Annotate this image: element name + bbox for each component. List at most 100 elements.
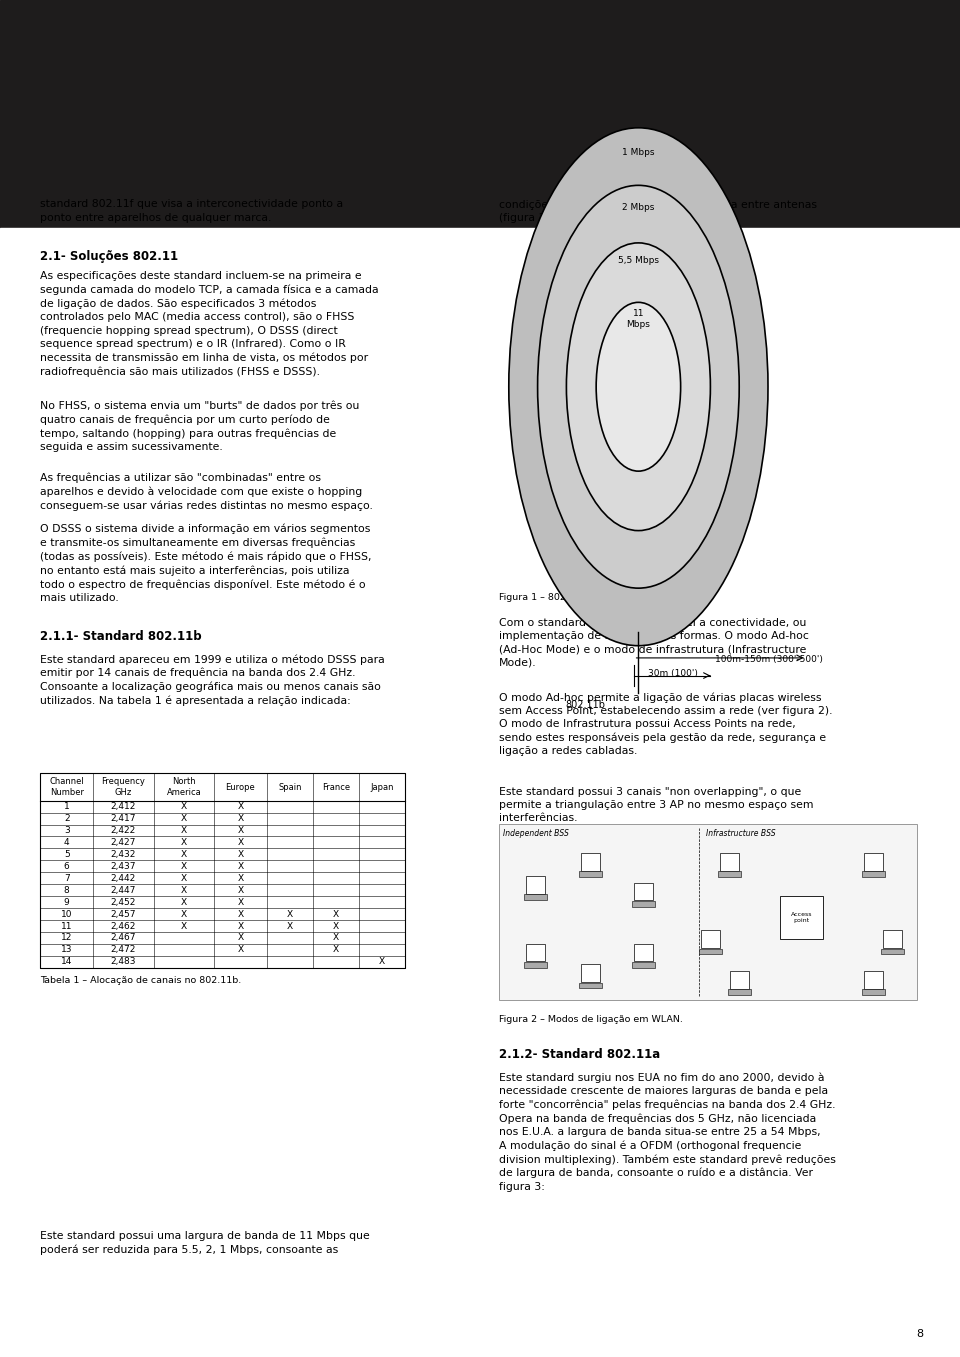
Text: X: X [237, 874, 244, 883]
Text: 2,427: 2,427 [110, 837, 136, 847]
Text: 2: 2 [64, 814, 69, 824]
Text: 8: 8 [917, 1330, 924, 1339]
Text: X: X [180, 874, 187, 883]
Text: 2,442: 2,442 [110, 874, 136, 883]
Text: France: France [322, 783, 350, 791]
Bar [632, 901, 655, 906]
Text: 2,447: 2,447 [110, 886, 136, 894]
Ellipse shape [566, 243, 710, 531]
Text: Tabela 1 – Alocação de canais no 802.11b.: Tabela 1 – Alocação de canais no 802.11b… [40, 976, 242, 985]
Text: Access
point: Access point [791, 912, 812, 923]
Text: 11
Mbps: 11 Mbps [627, 309, 650, 328]
Bar [730, 972, 749, 988]
Text: 2.1- Soluções 802.11: 2.1- Soluções 802.11 [40, 250, 179, 263]
Text: X: X [333, 946, 339, 954]
Bar [862, 871, 885, 877]
Text: Figura 2 – Modos de ligação em WLAN.: Figura 2 – Modos de ligação em WLAN. [499, 1015, 684, 1025]
Text: 13: 13 [61, 946, 72, 954]
Bar [728, 989, 751, 995]
Text: 2,437: 2,437 [110, 862, 136, 871]
Text: O modo Ad-hoc permite a ligação de várias placas wireless
sem Access Point, esta: O modo Ad-hoc permite a ligação de vária… [499, 692, 832, 756]
Text: 10: 10 [61, 909, 72, 919]
Bar [579, 871, 602, 877]
Text: 2,422: 2,422 [110, 826, 136, 835]
Text: As frequências a utilizar são "combinadas" entre os
aparelhos e devido à velocid: As frequências a utilizar são "combinada… [40, 472, 373, 510]
Text: O DSSS o sistema divide a informação em vários segmentos
e transmite-os simultan: O DSSS o sistema divide a informação em … [40, 524, 372, 603]
Text: 2,432: 2,432 [110, 849, 136, 859]
Text: Este standard possui uma largura de banda de 11 Mbps que
poderá ser reduzida par: Este standard possui uma largura de band… [40, 1231, 370, 1255]
Text: Este standard possui 3 canais "non overlapping", o que
permite a triangulação en: Este standard possui 3 canais "non overl… [499, 787, 814, 824]
Bar [632, 962, 655, 968]
Text: Infrastructure BSS: Infrastructure BSS [706, 829, 776, 839]
Text: X: X [237, 921, 244, 931]
Bar [581, 963, 600, 982]
Text: X: X [237, 837, 244, 847]
Text: X: X [287, 909, 293, 919]
Text: X: X [180, 909, 187, 919]
Bar [581, 854, 600, 871]
Bar [864, 854, 883, 871]
Ellipse shape [509, 128, 768, 646]
Text: Europe: Europe [226, 783, 255, 791]
Text: 2.1.1- Standard 802.11b: 2.1.1- Standard 802.11b [40, 630, 202, 643]
Text: X: X [180, 886, 187, 894]
Text: 2.1.2- Standard 802.11a: 2.1.2- Standard 802.11a [499, 1048, 660, 1061]
Text: 802.11b: 802.11b [565, 700, 606, 710]
Text: Independent BSS: Independent BSS [503, 829, 569, 839]
Text: X: X [237, 862, 244, 871]
Text: Figura 1 – 802.11b Fallback / Distance: Figura 1 – 802.11b Fallback / Distance [499, 593, 680, 603]
Text: 7: 7 [64, 874, 69, 883]
Text: X: X [180, 802, 187, 811]
Bar [780, 896, 823, 939]
Text: North
America: North America [166, 778, 202, 797]
Text: X: X [333, 921, 339, 931]
Bar [634, 944, 653, 961]
Bar [634, 882, 653, 901]
Text: X: X [237, 826, 244, 835]
Text: X: X [333, 909, 339, 919]
Ellipse shape [538, 186, 739, 588]
Text: X: X [287, 921, 293, 931]
Bar [699, 949, 722, 954]
Text: X: X [237, 934, 244, 943]
Text: 2,462: 2,462 [110, 921, 136, 931]
Bar [526, 944, 545, 961]
Bar [40, 773, 405, 968]
Text: X: X [237, 946, 244, 954]
Ellipse shape [596, 303, 681, 471]
Text: 100m-150m (300'-500'): 100m-150m (300'-500') [715, 655, 823, 664]
Bar [526, 877, 545, 893]
Text: 2,452: 2,452 [110, 897, 136, 906]
Bar [0, 0, 960, 228]
Text: No FHSS, o sistema envia um "burts" de dados por três ou
quatro canais de frequê: No FHSS, o sistema envia um "burts" de d… [40, 400, 360, 452]
Text: 30m (100'): 30m (100') [648, 669, 698, 678]
Text: 11: 11 [61, 921, 72, 931]
Text: 12: 12 [61, 934, 72, 943]
Text: 6: 6 [64, 862, 69, 871]
Text: X: X [237, 802, 244, 811]
Text: X: X [180, 921, 187, 931]
Text: Channel
Number: Channel Number [49, 778, 84, 797]
Text: 2,483: 2,483 [110, 957, 136, 966]
Text: 1 Mbps: 1 Mbps [622, 148, 655, 157]
Bar [524, 962, 547, 968]
Bar [718, 871, 741, 877]
Text: 5: 5 [64, 849, 69, 859]
Text: X: X [180, 814, 187, 824]
Text: X: X [180, 826, 187, 835]
Bar [864, 972, 883, 988]
Text: 2 Mbps: 2 Mbps [622, 204, 655, 212]
Bar [499, 824, 917, 1000]
Text: Japan: Japan [371, 783, 394, 791]
Bar [883, 931, 902, 947]
Text: standard 802.11f que visa a interconectividade ponto a
ponto entre aparelhos de : standard 802.11f que visa a interconecti… [40, 199, 344, 223]
Bar [720, 854, 739, 871]
Text: 2,417: 2,417 [110, 814, 136, 824]
Text: 2,412: 2,412 [110, 802, 136, 811]
Text: 3: 3 [64, 826, 69, 835]
Text: Com o standard 802.11b, é possível a conectividade, ou
implementação de rede de : Com o standard 802.11b, é possível a con… [499, 617, 809, 668]
Text: 2,472: 2,472 [110, 946, 136, 954]
Text: 8: 8 [64, 886, 69, 894]
Text: condições de recepção (ruído) e a distância entre antenas
(figura 1).: condições de recepção (ruído) e a distân… [499, 199, 817, 223]
Text: Spain: Spain [278, 783, 301, 791]
